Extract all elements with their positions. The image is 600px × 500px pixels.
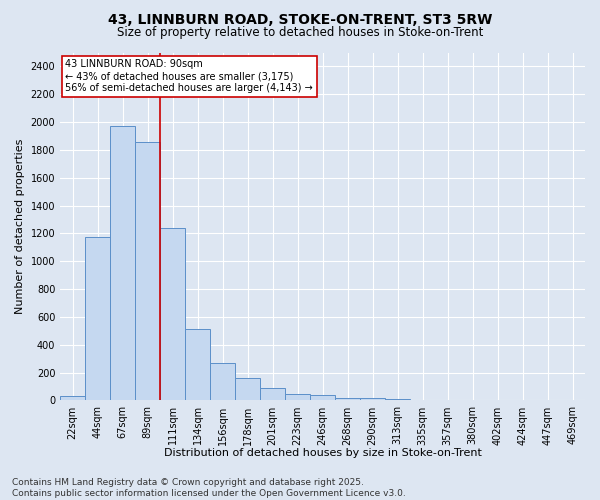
Bar [160, 228, 185, 400]
Bar [110, 126, 135, 400]
Bar [185, 329, 210, 400]
Bar [360, 398, 385, 400]
Bar [235, 378, 260, 400]
Text: Size of property relative to detached houses in Stoke-on-Trent: Size of property relative to detached ho… [117, 26, 483, 39]
Bar [260, 388, 285, 400]
Y-axis label: Number of detached properties: Number of detached properties [15, 139, 25, 314]
Bar [335, 398, 360, 400]
Bar [385, 399, 410, 400]
Text: 43, LINNBURN ROAD, STOKE-ON-TRENT, ST3 5RW: 43, LINNBURN ROAD, STOKE-ON-TRENT, ST3 5… [108, 12, 492, 26]
Bar [310, 394, 335, 400]
Bar [85, 237, 110, 400]
Bar [60, 396, 85, 400]
Bar [210, 363, 235, 401]
Text: Contains HM Land Registry data © Crown copyright and database right 2025.
Contai: Contains HM Land Registry data © Crown c… [12, 478, 406, 498]
Text: 43 LINNBURN ROAD: 90sqm
← 43% of detached houses are smaller (3,175)
56% of semi: 43 LINNBURN ROAD: 90sqm ← 43% of detache… [65, 60, 313, 92]
Bar [135, 142, 160, 400]
Bar [285, 394, 310, 400]
X-axis label: Distribution of detached houses by size in Stoke-on-Trent: Distribution of detached houses by size … [164, 448, 482, 458]
